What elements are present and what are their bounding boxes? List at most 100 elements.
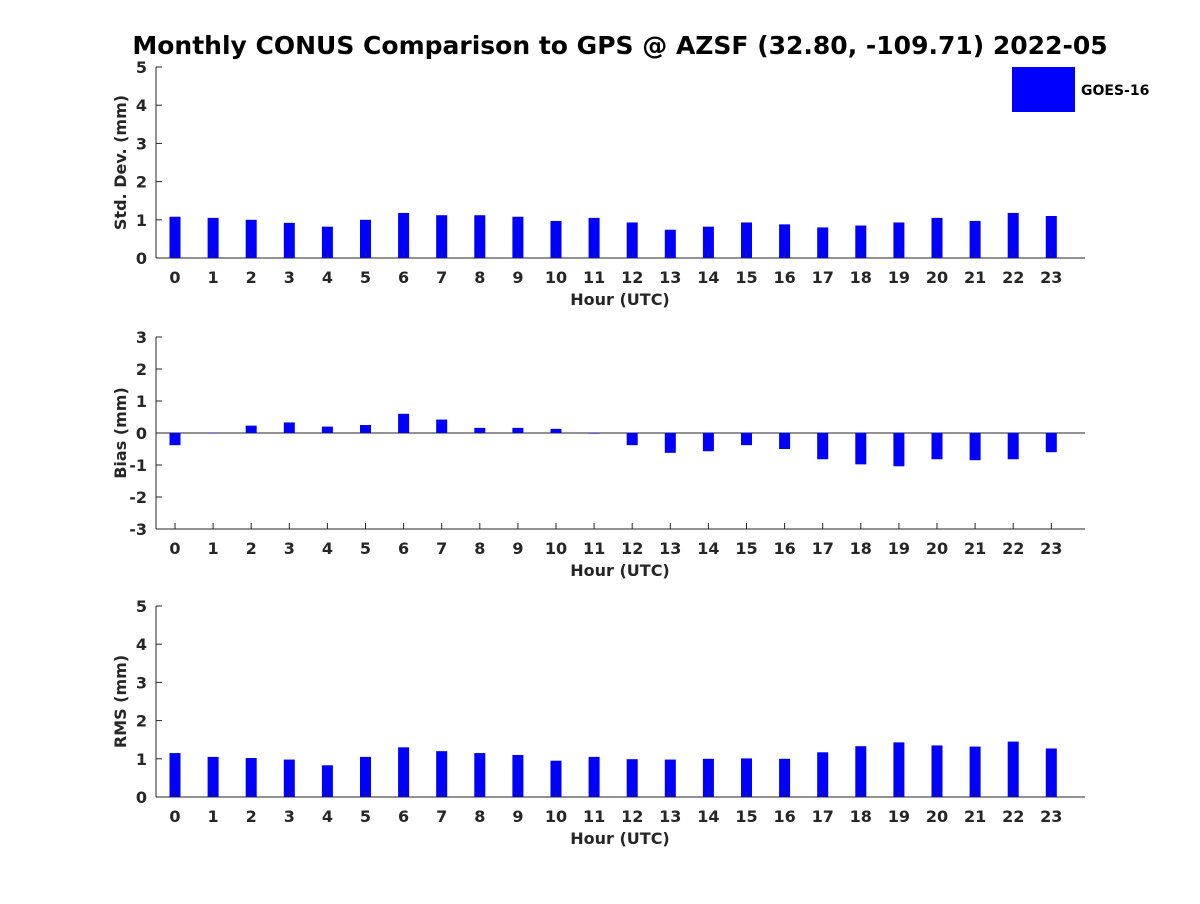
x-tick-label: 9 xyxy=(512,807,523,826)
bar xyxy=(550,220,562,258)
bar xyxy=(283,759,295,797)
bar xyxy=(626,433,638,446)
bar xyxy=(169,216,181,258)
x-tick-label: 15 xyxy=(735,807,757,826)
y-tick-label: 4 xyxy=(136,635,147,654)
x-tick-label: 5 xyxy=(360,268,371,287)
bar xyxy=(588,217,600,258)
bar xyxy=(245,219,257,258)
bar xyxy=(664,759,676,797)
bar xyxy=(169,433,181,446)
bar xyxy=(283,222,295,258)
x-tick-label: 11 xyxy=(583,268,605,287)
bar xyxy=(398,413,410,433)
y-tick-label: 0 xyxy=(136,424,147,443)
bar xyxy=(779,224,791,258)
bar xyxy=(855,225,867,258)
x-tick-label: 0 xyxy=(169,268,180,287)
bar xyxy=(436,751,448,797)
bar xyxy=(702,433,714,452)
bar xyxy=(360,756,371,797)
y-tick-label: 3 xyxy=(136,134,147,153)
x-tick-label: 18 xyxy=(850,268,872,287)
bar xyxy=(1045,215,1057,258)
x-tick-label: 12 xyxy=(621,539,643,558)
y-tick-label: 5 xyxy=(136,597,147,616)
y-tick-label: 2 xyxy=(136,360,147,379)
bar xyxy=(512,427,524,433)
x-tick-label: 4 xyxy=(322,807,333,826)
x-tick-label: 17 xyxy=(812,539,834,558)
x-tick-label: 10 xyxy=(545,807,567,826)
bar xyxy=(436,419,448,433)
bar xyxy=(512,754,524,797)
bar xyxy=(436,215,448,258)
bar xyxy=(588,433,600,434)
bar xyxy=(817,752,829,797)
bar xyxy=(741,433,752,446)
x-tick-label: 15 xyxy=(735,268,757,287)
x-tick-label: 13 xyxy=(659,268,681,287)
bar xyxy=(893,433,905,467)
y-tick-label: 2 xyxy=(136,712,147,731)
bar xyxy=(321,226,333,258)
x-tick-label: 6 xyxy=(398,268,409,287)
bar xyxy=(931,217,943,258)
x-tick-label: 21 xyxy=(964,539,986,558)
x-tick-label: 14 xyxy=(697,539,719,558)
x-axis-label: Hour (UTC) xyxy=(570,561,670,580)
bar xyxy=(626,759,638,797)
x-tick-label: 19 xyxy=(888,807,910,826)
x-tick-label: 22 xyxy=(1002,539,1024,558)
bar xyxy=(1045,433,1057,453)
x-tick-label: 9 xyxy=(512,268,523,287)
x-tick-label: 20 xyxy=(926,268,948,287)
bar xyxy=(321,426,333,433)
x-tick-label: 1 xyxy=(208,539,219,558)
x-tick-label: 3 xyxy=(284,268,295,287)
x-tick-label: 10 xyxy=(545,539,567,558)
y-tick-label: 4 xyxy=(136,96,147,115)
bar xyxy=(245,425,257,433)
bar xyxy=(207,756,219,797)
x-tick-label: 17 xyxy=(812,807,834,826)
x-tick-label: 23 xyxy=(1040,539,1062,558)
x-tick-label: 20 xyxy=(926,539,948,558)
y-axis-label: Bias (mm) xyxy=(111,387,130,479)
y-tick-label: 1 xyxy=(136,750,147,769)
y-tick-label: 0 xyxy=(136,788,147,807)
x-tick-label: 16 xyxy=(773,539,795,558)
bar xyxy=(855,433,867,465)
x-tick-label: 6 xyxy=(398,807,409,826)
x-tick-label: 20 xyxy=(926,807,948,826)
x-tick-label: 10 xyxy=(545,268,567,287)
bar xyxy=(893,742,905,797)
bar xyxy=(969,220,981,258)
x-tick-label: 8 xyxy=(474,539,485,558)
bar xyxy=(474,427,486,433)
bar xyxy=(817,227,829,258)
x-tick-label: 3 xyxy=(284,539,295,558)
y-axis-label: RMS (mm) xyxy=(111,655,130,748)
bar xyxy=(702,758,714,797)
bar xyxy=(779,433,791,449)
x-tick-label: 0 xyxy=(169,807,180,826)
bar xyxy=(207,217,219,258)
x-tick-label: 21 xyxy=(964,268,986,287)
bar xyxy=(1007,212,1019,258)
x-tick-label: 8 xyxy=(474,807,485,826)
y-axis-label: Std. Dev. (mm) xyxy=(111,95,130,230)
y-tick-label: -1 xyxy=(129,456,147,475)
bar xyxy=(321,765,333,797)
x-tick-label: 13 xyxy=(659,539,681,558)
x-tick-label: 1 xyxy=(208,807,219,826)
y-tick-label: 5 xyxy=(136,58,147,77)
x-tick-label: 13 xyxy=(659,807,681,826)
bar xyxy=(588,756,600,797)
bar xyxy=(474,753,486,797)
bar xyxy=(1007,741,1019,797)
legend-label-goes16: GOES-16 xyxy=(1081,83,1149,99)
x-tick-label: 4 xyxy=(322,539,333,558)
